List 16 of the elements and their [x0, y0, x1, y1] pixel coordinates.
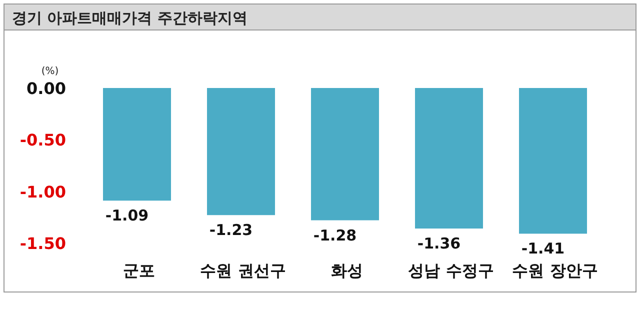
x-tick-label: 수원 권선구 [200, 261, 286, 280]
x-tick-label: 군포 [123, 261, 155, 280]
y-tick-label: -1.50 [20, 234, 66, 253]
y-tick-label: 0.00 [26, 79, 66, 98]
data-label: -1.23 [209, 221, 253, 240]
x-tick-label: 수원 장안구 [512, 261, 598, 280]
data-label: -1.36 [417, 234, 461, 253]
chart-title: 경기 아파트매매가격 주간하락지역 [12, 9, 248, 27]
data-label: -1.09 [105, 206, 149, 225]
y-axis-title: (%) [41, 66, 59, 77]
x-tick-label: 화성 [331, 261, 363, 280]
x-tick-label: 성남 수정구 [408, 261, 494, 280]
data-label: -1.41 [521, 240, 565, 258]
y-tick-label: -0.50 [20, 130, 66, 150]
y-tick-label: -1.00 [20, 182, 66, 202]
data-label: -1.28 [313, 226, 357, 244]
